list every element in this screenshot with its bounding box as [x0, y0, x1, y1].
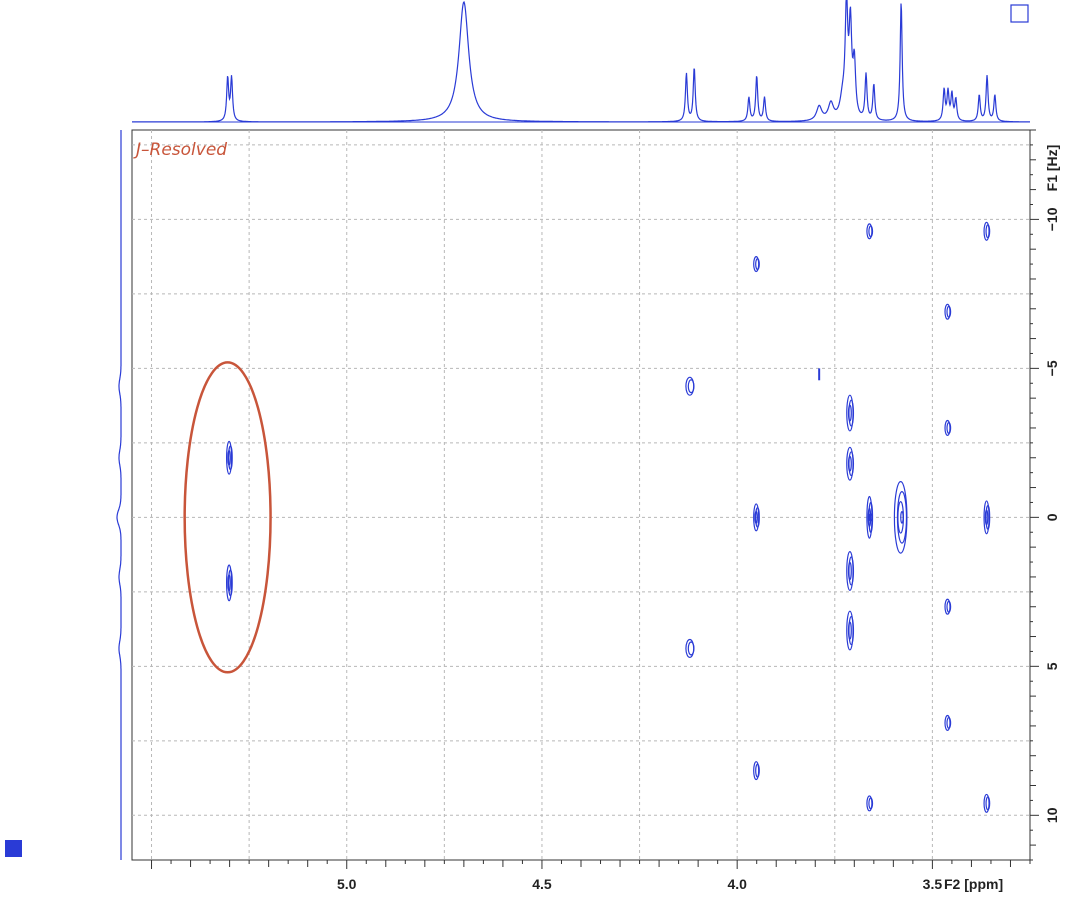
contour-peak	[685, 376, 695, 396]
y-axis-ticks: −10 −5 0 5 10	[1030, 129, 1060, 861]
y-tick-label: 0	[1044, 513, 1060, 521]
contour-level	[227, 574, 231, 592]
contour-peak	[846, 610, 855, 651]
contour-level	[228, 569, 233, 597]
contour-peak	[226, 440, 233, 475]
contour-level	[946, 716, 952, 729]
y-tick-label: −10	[1044, 207, 1060, 231]
x-axis-ticks: 5.0 4.5 4.0 3.5	[151, 860, 1031, 892]
contour-level	[847, 621, 852, 640]
contour-peak	[846, 551, 855, 591]
contour-level	[847, 561, 852, 581]
contour-peak	[944, 303, 952, 320]
grid-lines	[132, 130, 1030, 860]
contour-level	[900, 511, 904, 524]
x-tick-label: 4.5	[532, 876, 552, 892]
y-tick-label: −5	[1044, 360, 1060, 376]
y-axis-label: F1 [Hz]	[1044, 145, 1060, 192]
highlight-ellipse	[183, 361, 272, 674]
contour-peak	[866, 795, 874, 812]
contour-level	[755, 258, 760, 271]
contour-level	[754, 510, 758, 524]
f2-projection	[132, 0, 1030, 123]
contour-peak	[753, 761, 760, 781]
contour-level	[985, 224, 991, 239]
contour-peak	[866, 495, 874, 539]
contour-peak	[846, 446, 855, 481]
contour-peak	[983, 793, 991, 813]
contour-peaks	[226, 221, 991, 813]
corner-toggle-square[interactable]	[1010, 4, 1029, 23]
contour-level	[228, 445, 233, 471]
contour-peak	[226, 564, 233, 602]
contour-level	[946, 305, 952, 318]
contour-peak	[944, 714, 952, 731]
contour-level	[985, 504, 991, 530]
x-tick-label: 5.0	[337, 876, 357, 892]
contour-level	[687, 641, 695, 656]
x-tick-label: 3.5	[923, 876, 943, 892]
f1-projection-line	[116, 130, 122, 860]
contour-level	[984, 509, 989, 526]
x-tick-label: 4.0	[727, 876, 747, 892]
contour-peak	[893, 480, 908, 554]
contour-level	[755, 763, 760, 778]
f1-projection	[116, 130, 122, 860]
contour-peak	[866, 223, 874, 240]
contour-level	[687, 379, 695, 394]
contour-level	[868, 797, 874, 810]
contour-level	[847, 455, 852, 472]
contour-peak	[983, 500, 991, 535]
contour-level	[985, 796, 991, 811]
contour-level	[946, 421, 952, 434]
y-tick-label: 5	[1044, 662, 1060, 670]
contour-peak	[944, 598, 952, 615]
contour-level	[227, 449, 231, 466]
contour-level	[868, 225, 874, 238]
contour-peak	[846, 394, 855, 432]
contour-peak	[753, 256, 760, 273]
contour-level	[946, 600, 952, 613]
contour-level	[868, 513, 873, 522]
contour-level	[847, 404, 852, 422]
contour-level	[867, 507, 872, 528]
contour-peak	[685, 638, 695, 658]
contour-peak	[944, 419, 952, 437]
contour-peak	[753, 503, 760, 532]
y-tick-label: 10	[1044, 807, 1060, 823]
contour-peak	[983, 221, 991, 241]
chart-title: J–Resolved	[133, 140, 227, 160]
x-axis-label: F2 [ppm]	[944, 876, 1003, 892]
projection-spectrum	[132, 0, 1030, 123]
contour-level	[755, 507, 760, 528]
color-square[interactable]	[5, 840, 22, 857]
